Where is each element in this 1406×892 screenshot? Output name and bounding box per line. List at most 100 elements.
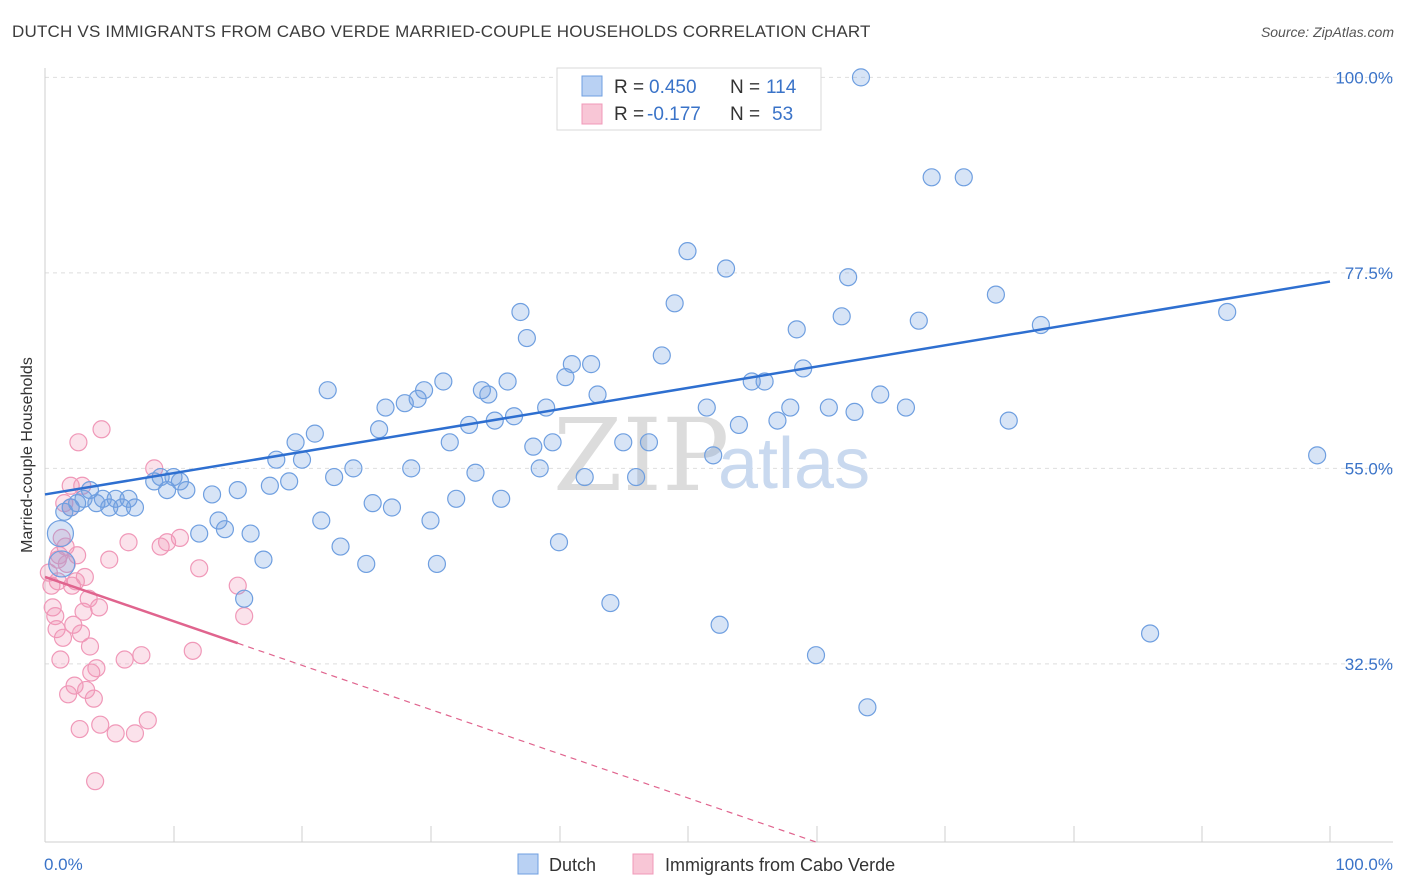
dutch-point-21 bbox=[202, 485, 222, 504]
dutch-n-label: N = bbox=[730, 77, 760, 98]
cabo-point-37 bbox=[92, 420, 111, 439]
chart-title: DUTCH VS IMMIGRANTS FROM CABO VERDE MARR… bbox=[12, 22, 871, 41]
dutch-point-29 bbox=[267, 450, 286, 469]
dutch-point-37 bbox=[331, 537, 350, 556]
dutch-point-35 bbox=[318, 381, 337, 400]
dutch-point-52 bbox=[447, 489, 466, 508]
dutch-point-39 bbox=[357, 554, 376, 574]
dutch-n-value: 114 bbox=[766, 77, 797, 98]
dutch-point-95 bbox=[839, 268, 858, 287]
dutch-point-90 bbox=[787, 320, 806, 339]
cabo-point-19 bbox=[65, 676, 84, 695]
dutch-point-67 bbox=[549, 533, 569, 552]
dutch-point-1 bbox=[48, 550, 76, 578]
dutch-point-71 bbox=[582, 355, 601, 374]
dutch-point-94 bbox=[832, 307, 851, 326]
dutch-point-109 bbox=[851, 68, 871, 87]
dutch-point-75 bbox=[626, 467, 646, 487]
dutch-point-70 bbox=[575, 467, 594, 487]
dutch-point-40 bbox=[363, 494, 382, 513]
stats-legend: R = 0.450 N = 114 R = -0.177 N = 53 bbox=[556, 67, 822, 131]
dutch-point-59 bbox=[498, 372, 517, 391]
dutch-point-85 bbox=[729, 415, 749, 435]
dutch-point-20 bbox=[190, 524, 209, 543]
y-axis-title: Married-couple Households bbox=[19, 357, 36, 553]
dutch-point-45 bbox=[402, 459, 421, 478]
dutch-point-84 bbox=[716, 259, 736, 278]
y-tick-label-0: 32.5% bbox=[1345, 655, 1393, 674]
cabo-r-value: -0.177 bbox=[647, 104, 701, 125]
dutch-point-28 bbox=[260, 476, 279, 495]
cabo-n-label: N = bbox=[730, 104, 760, 125]
dutch-point-26 bbox=[241, 524, 260, 543]
dutch-point-49 bbox=[427, 554, 447, 574]
dutch-point-36 bbox=[325, 467, 344, 487]
cabo-point-40 bbox=[115, 650, 134, 669]
dutch-point-93 bbox=[819, 398, 838, 417]
cabo-point-24 bbox=[71, 624, 91, 643]
dutch-point-54 bbox=[466, 463, 485, 482]
cabo-trend-extension bbox=[237, 642, 817, 843]
y-tick-label-3: 100.0% bbox=[1335, 68, 1393, 87]
watermark: ZIP atlas bbox=[553, 397, 870, 514]
dutch-point-103 bbox=[986, 285, 1006, 304]
cabo-point-42 bbox=[125, 724, 145, 743]
dutch-point-104 bbox=[999, 411, 1018, 430]
dutch-point-48 bbox=[421, 511, 440, 530]
dutch-point-107 bbox=[1218, 302, 1237, 322]
dutch-point-50 bbox=[434, 372, 453, 391]
x-tick-label-min: 0.0% bbox=[44, 855, 83, 874]
y-tick-label-1: 55.0% bbox=[1345, 459, 1393, 478]
series-legend: Dutch Immigrants from Cabo Verde bbox=[517, 853, 895, 875]
y-tick-label-2: 77.5% bbox=[1345, 264, 1393, 283]
dutch-point-47 bbox=[414, 381, 434, 400]
trend-lines bbox=[44, 280, 1331, 843]
legend-dutch-swatch bbox=[517, 853, 539, 875]
dutch-point-25 bbox=[235, 589, 254, 608]
dutch-point-73 bbox=[601, 593, 620, 613]
cabo-point-39 bbox=[106, 724, 125, 743]
cabo-point-33 bbox=[86, 772, 105, 791]
dutch-point-78 bbox=[652, 346, 671, 365]
cabo-n-value: 53 bbox=[772, 104, 793, 125]
dutch-point-13 bbox=[125, 498, 145, 517]
cabo-verde-points bbox=[39, 420, 254, 791]
dutch-point-33 bbox=[305, 424, 324, 443]
dutch-point-66 bbox=[543, 433, 562, 452]
cabo-r-label: R = bbox=[614, 104, 644, 125]
dutch-point-23 bbox=[215, 520, 234, 539]
dutch-point-42 bbox=[376, 398, 395, 417]
dutch-points bbox=[46, 68, 1327, 717]
cabo-swatch bbox=[581, 103, 603, 125]
dutch-point-74 bbox=[614, 433, 633, 452]
dutch-point-88 bbox=[768, 411, 787, 430]
legend-cabo-label: Immigrants from Cabo Verde bbox=[665, 855, 895, 875]
dutch-point-58 bbox=[492, 489, 511, 508]
dutch-point-80 bbox=[678, 242, 697, 261]
dutch-point-56 bbox=[479, 385, 498, 404]
dutch-point-24 bbox=[228, 481, 247, 500]
cabo-point-32 bbox=[84, 689, 103, 708]
dutch-point-79 bbox=[665, 294, 684, 313]
dutch-point-62 bbox=[517, 328, 536, 348]
dutch-point-38 bbox=[344, 459, 363, 478]
cabo-point-27 bbox=[75, 567, 94, 587]
dutch-r-label: R = bbox=[614, 77, 644, 98]
cabo-point-22 bbox=[69, 433, 88, 452]
watermark-zip: ZIP bbox=[553, 397, 729, 514]
cabo-point-41 bbox=[119, 533, 138, 552]
dutch-point-83 bbox=[710, 615, 729, 634]
dutch-point-82 bbox=[704, 446, 723, 465]
dutch-point-101 bbox=[922, 168, 941, 187]
source-label: Source: ZipAtlas.com bbox=[1260, 24, 1394, 40]
cabo-point-8 bbox=[51, 650, 70, 669]
cabo-point-34 bbox=[87, 659, 106, 678]
dutch-point-87 bbox=[755, 372, 774, 391]
dutch-point-63 bbox=[524, 437, 543, 456]
dutch-point-100 bbox=[909, 311, 928, 330]
cabo-point-48 bbox=[170, 528, 190, 547]
dutch-point-31 bbox=[286, 433, 305, 452]
dutch-point-81 bbox=[697, 398, 716, 417]
dutch-point-64 bbox=[530, 459, 549, 478]
